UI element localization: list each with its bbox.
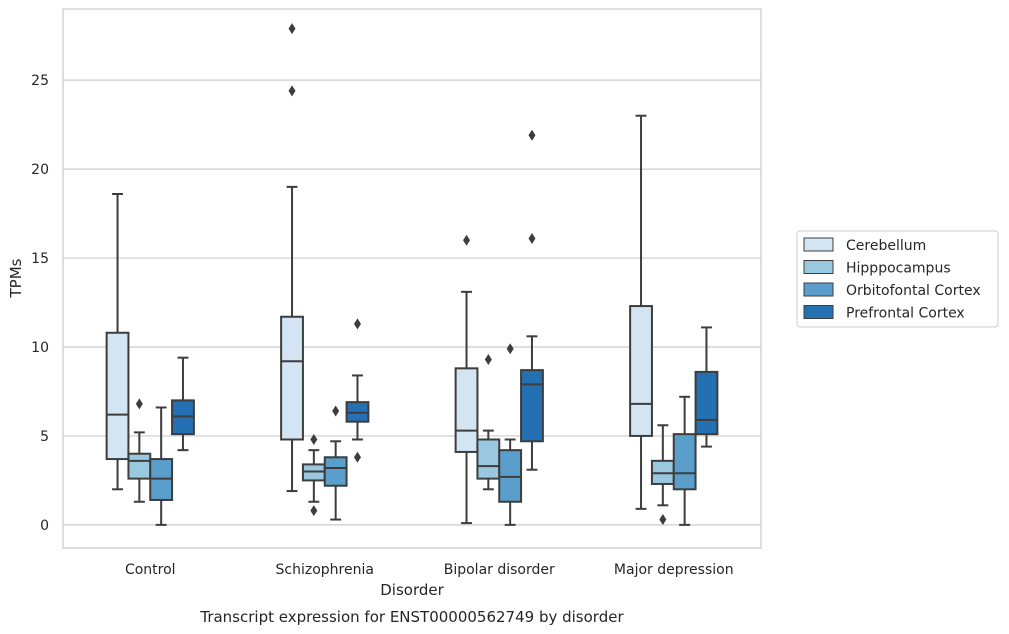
boxes-layer [105,23,719,526]
y-tick-label: 5 [40,429,49,445]
legend-label: Prefrontal Cortex [846,306,965,322]
box-group [127,398,152,503]
x-tick-labels: Control Schizophrenia Bipolar disorder Majo… [125,562,734,578]
box-group [345,318,370,463]
legend-label: Cerebellum [846,238,926,254]
x-tick-label: Schizophrenia [276,562,374,578]
box-group [105,193,130,491]
box-group [498,343,523,526]
outlier-point [288,23,296,35]
box-group [672,395,697,526]
y-tick-label: 25 [31,73,49,89]
box-body [672,433,697,491]
figure-caption: Transcript expression for ENST0000056274… [199,608,624,626]
x-axis-label: Disorder [380,581,444,599]
box-body [323,456,348,487]
outlier-point [484,353,492,365]
outlier-point [310,433,318,445]
y-tick-label: 20 [31,162,49,178]
box-group [476,353,501,491]
outlier-point [353,318,361,330]
y-tick-label: 15 [31,251,49,267]
box-group [650,424,675,526]
legend-swatch [803,282,834,297]
box-body [629,305,653,437]
legend-swatch [803,305,834,319]
y-tick-labels: 0 5 10 15 20 25 [31,73,49,534]
x-tick-label: Bipolar disorder [444,562,555,578]
box-group [629,114,653,510]
legend-label: Orbitofontal Cortex [846,283,981,299]
outlier-point [353,451,361,463]
box-group [301,433,326,517]
box-group [694,326,719,448]
outlier-point [528,232,536,244]
plot-frame [62,8,762,549]
box-body [476,438,501,480]
box-group [520,129,544,471]
legend-swatch [803,260,834,274]
legend-swatch [803,237,834,252]
legend: Cerebellum Hipppocampus Orbitofontal Corte… [796,230,999,328]
box-body [105,331,130,461]
box-group [149,406,174,526]
box-group [454,234,479,525]
y-tick-label: 10 [31,340,49,356]
box-body [280,315,304,441]
box-body [127,452,152,480]
outlier-point [528,129,536,141]
box-body [694,370,719,436]
outlier-point [659,514,667,526]
outlier-point [463,234,471,246]
outlier-point [332,405,340,417]
box-body [520,369,544,443]
outlier-point [310,505,318,517]
outlier-point [135,398,143,410]
box-group [171,356,195,452]
y-axis-label: TPMs [7,258,25,298]
y-tick-label: 0 [40,518,49,534]
gridlines [63,79,761,526]
outlier-point [506,343,514,355]
box-group [323,405,348,521]
legend-frame [796,230,999,328]
x-tick-label: Control [125,562,176,578]
x-tick-label: Major depression [614,562,734,578]
legend-label: Hipppocampus [846,261,951,277]
box-body [454,367,479,453]
box-group [280,23,304,493]
outlier-point [288,85,296,97]
